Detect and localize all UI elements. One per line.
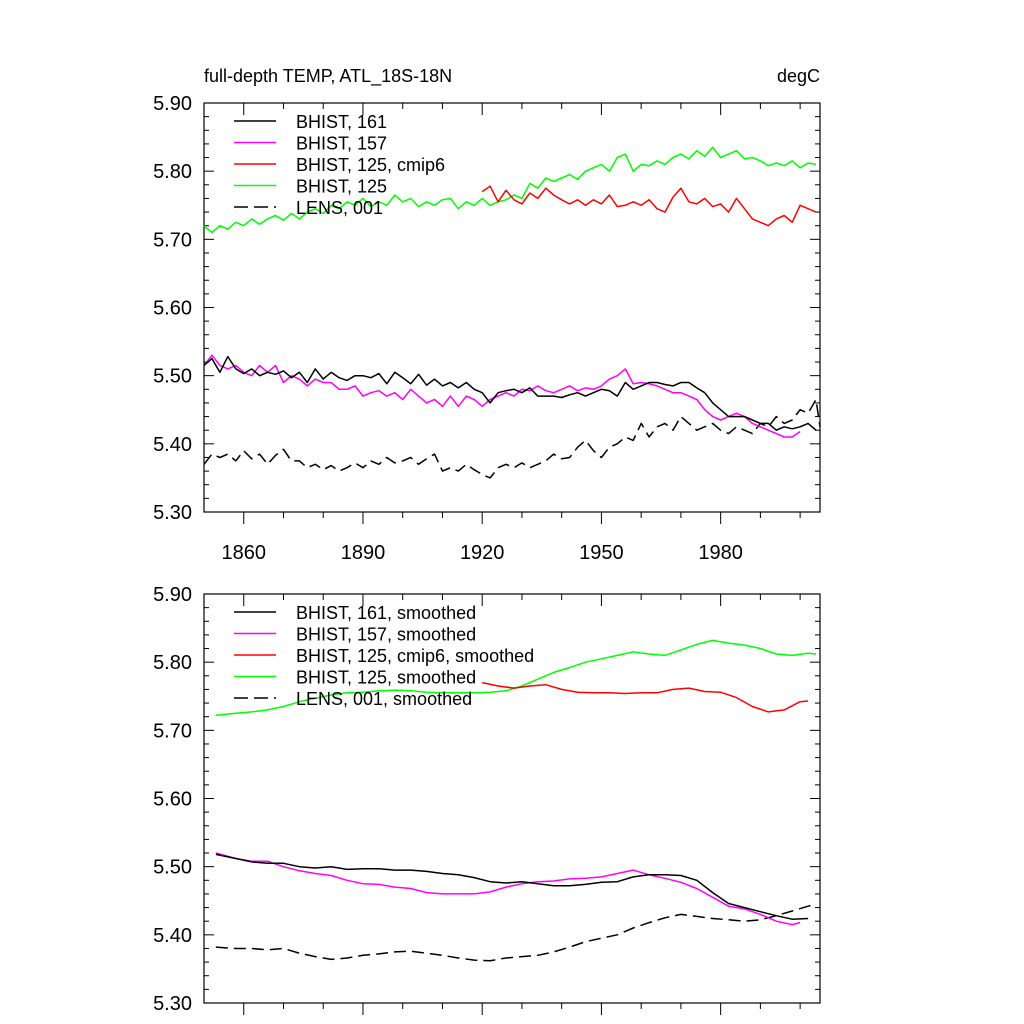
- series-line-bhist-161: [203, 355, 817, 431]
- legend-label: LENS, 001, smoothed: [296, 689, 472, 709]
- legend-label: BHIST, 125, cmip6: [296, 155, 445, 175]
- series-line-bhist-125-cmip6: [481, 185, 817, 227]
- series-line-bhist-161-smoothed: [215, 853, 809, 920]
- y-tick-label: 5.30: [153, 502, 192, 524]
- legend-label: BHIST, 161, smoothed: [296, 603, 476, 623]
- legend-label: BHIST, 125, smoothed: [296, 668, 476, 688]
- y-tick-label: 5.70: [153, 720, 192, 742]
- legend-label: BHIST, 125: [296, 177, 387, 197]
- y-tick-label: 5.50: [153, 857, 192, 879]
- x-tick-label: 1920: [460, 542, 505, 564]
- y-tick-label: 5.60: [153, 789, 192, 811]
- panel-top: 5.30 5.40 5.50 5.60 5.70 5.80 5.90 1860 1890 1920…: [153, 93, 821, 564]
- legend-label: BHIST, 157, smoothed: [296, 625, 476, 645]
- series-line-bhist-125: [203, 146, 817, 234]
- series-line-lens-001-smoothed: [215, 903, 817, 962]
- chart-title: full-depth TEMP, ATL_18S-18N: [204, 66, 452, 87]
- x-tick-label: 1950: [579, 542, 624, 564]
- y-tick-label: 5.80: [153, 161, 192, 183]
- y-tick-label: 5.40: [153, 434, 192, 456]
- x-tick-label: 1860: [221, 542, 266, 564]
- y-tick-label: 5.90: [153, 93, 192, 115]
- series-line-lens-001: [203, 398, 821, 479]
- y-tick-label: 5.60: [153, 298, 192, 320]
- legend-label: BHIST, 125, cmip6, smoothed: [296, 646, 534, 666]
- x-tick-label: 1980: [698, 542, 743, 564]
- series-line-bhist-125-cmip6-smoothed: [482, 681, 809, 713]
- panel-bottom: 5.30 5.40 5.50 5.60 5.70 5.80 5.90 BHIST, 161, …: [153, 584, 821, 1015]
- series-line-bhist-125-smoothed: [215, 639, 817, 717]
- series-line-bhist-157-smoothed: [215, 852, 801, 926]
- y-tick-label: 5.40: [153, 925, 192, 947]
- x-tick-label: 1890: [341, 542, 386, 564]
- legend-label: BHIST, 161: [296, 112, 387, 132]
- legend-label: BHIST, 157: [296, 134, 387, 154]
- y-tick-label: 5.80: [153, 652, 192, 674]
- units-label: degC: [777, 66, 820, 86]
- y-tick-label: 5.70: [153, 229, 192, 251]
- y-tick-label: 5.30: [153, 993, 192, 1015]
- y-tick-label: 5.50: [153, 366, 192, 388]
- legend-label: LENS, 001: [296, 198, 383, 218]
- y-tick-label: 5.90: [153, 584, 192, 606]
- series-line-bhist-157: [203, 354, 801, 438]
